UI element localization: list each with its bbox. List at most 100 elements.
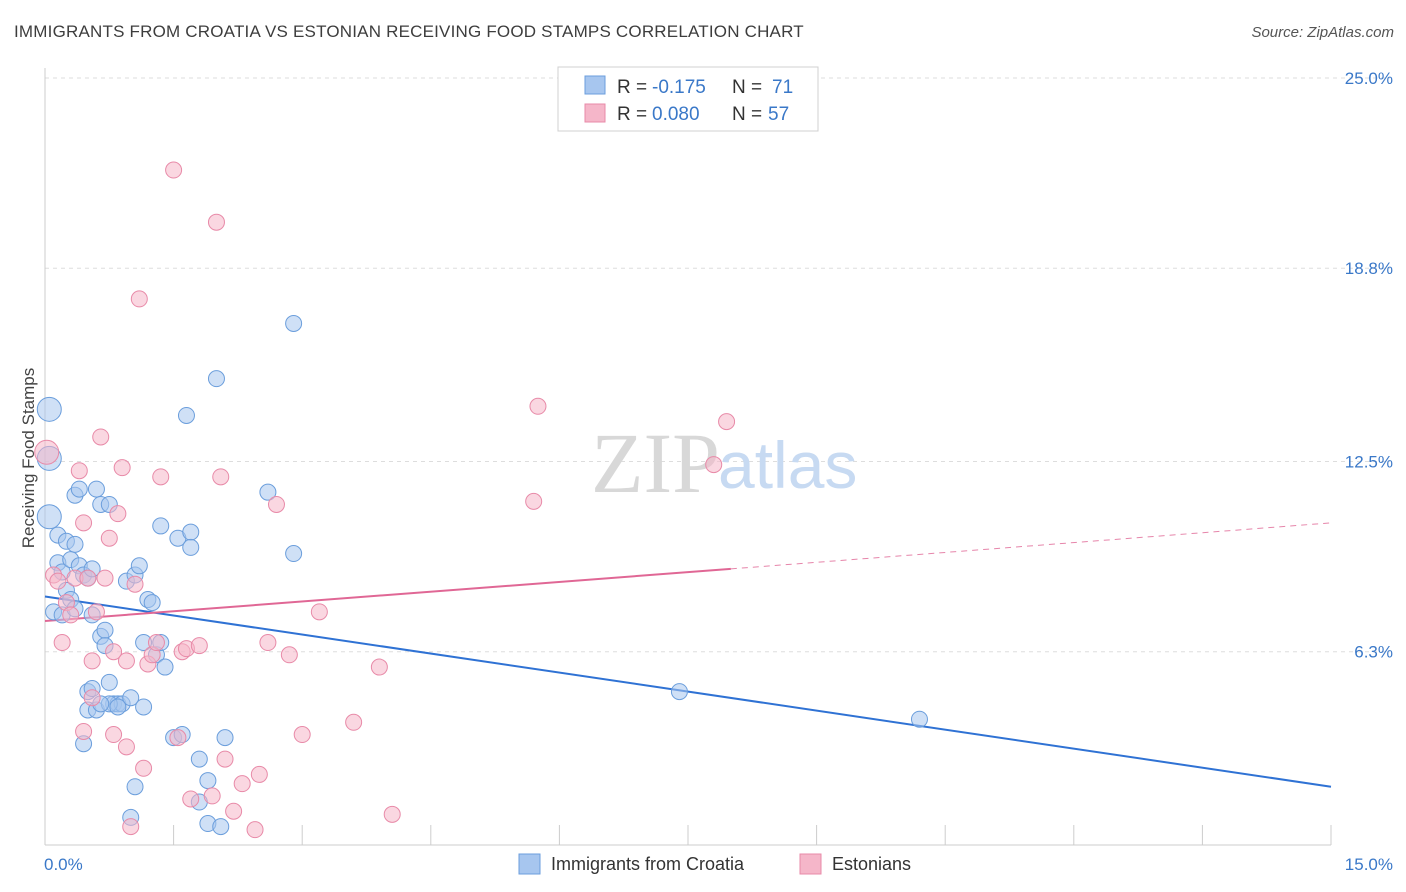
point-croatia <box>216 729 234 747</box>
point-croatia <box>156 658 174 676</box>
point-estonians <box>165 161 183 179</box>
point-estonians <box>246 821 264 839</box>
watermark-atlas: atlas <box>718 428 857 502</box>
point-estonians <box>96 569 114 587</box>
point-croatia <box>182 523 200 541</box>
point-estonians <box>280 646 298 664</box>
y-axis-label: Receiving Food Stamps <box>19 368 38 548</box>
point-croatia <box>135 698 153 716</box>
y-tick-label: 6.3% <box>1354 643 1393 662</box>
point-estonians <box>345 713 363 731</box>
legend-r-label-1: R = <box>617 77 647 98</box>
point-estonians <box>190 637 208 655</box>
point-estonians <box>117 652 135 670</box>
point-croatia <box>109 698 127 716</box>
point-estonians <box>100 529 118 547</box>
tick-labels: 6.3% 12.5% 18.8% 25.0% 0.0% 15.0% <box>44 69 1393 874</box>
legend-r-value-2: 0.080 <box>652 104 700 125</box>
point-estonians <box>83 652 101 670</box>
point-estonians <box>79 569 97 587</box>
point-croatia <box>190 750 208 768</box>
point-estonians <box>233 775 251 793</box>
point-croatia <box>126 778 144 796</box>
legend-n-label-1: N = <box>732 77 762 98</box>
point-croatia <box>36 396 62 422</box>
x-tick-label-max: 15.0% <box>1345 855 1393 874</box>
point-estonians <box>126 575 144 593</box>
source-label: Source: ZipAtlas.com <box>1251 24 1394 41</box>
point-croatia <box>212 818 230 836</box>
legend-r-value-1: -0.175 <box>652 77 706 98</box>
bottom-legend-swatch-pink <box>799 853 822 875</box>
point-croatia <box>199 772 217 790</box>
point-estonians <box>92 428 110 446</box>
point-estonians <box>105 726 123 744</box>
point-estonians <box>718 413 736 431</box>
point-croatia <box>152 517 170 535</box>
point-croatia <box>122 689 140 707</box>
trend-line-estonians-extrapolated <box>730 522 1332 570</box>
point-estonians <box>117 738 135 756</box>
gridlines <box>45 77 1390 653</box>
y-tick-label: 12.5% <box>1345 453 1393 472</box>
point-estonians <box>152 468 170 486</box>
point-estonians <box>370 658 388 676</box>
point-estonians <box>135 759 153 777</box>
point-croatia <box>182 538 200 556</box>
point-croatia <box>207 370 225 388</box>
point-croatia <box>66 535 84 553</box>
point-croatia <box>910 710 928 728</box>
point-croatia <box>87 480 105 498</box>
point-estonians <box>105 643 123 661</box>
point-estonians <box>109 505 127 523</box>
point-estonians <box>310 603 328 621</box>
watermark: ZIP <box>591 415 720 511</box>
point-estonians <box>182 790 200 808</box>
point-estonians <box>62 606 80 624</box>
bottom-legend-swatch-blue <box>518 853 541 875</box>
point-estonians <box>83 689 101 707</box>
x-tick-label-min: 0.0% <box>44 855 83 874</box>
bottom-legend-label-estonians: Estonians <box>832 854 911 874</box>
legend-n-value-2: 57 <box>768 104 789 125</box>
point-estonians <box>49 572 67 590</box>
point-estonians <box>250 765 268 783</box>
y-tick-label: 18.8% <box>1345 259 1393 278</box>
legend-n-label-2: N = <box>732 104 762 125</box>
point-estonians <box>529 397 547 415</box>
point-estonians <box>383 805 401 823</box>
point-croatia <box>285 314 303 332</box>
point-croatia <box>96 621 114 639</box>
point-estonians <box>293 726 311 744</box>
point-estonians <box>169 729 187 747</box>
point-estonians <box>34 439 60 465</box>
point-estonians <box>216 750 234 768</box>
point-croatia <box>70 480 88 498</box>
point-croatia <box>143 594 161 612</box>
point-estonians <box>259 634 277 652</box>
legend-r-label-2: R = <box>617 104 647 125</box>
point-croatia <box>285 545 303 563</box>
trend-lines <box>44 522 1332 788</box>
point-estonians <box>225 802 243 820</box>
chart-title: IMMIGRANTS FROM CROATIA VS ESTONIAN RECE… <box>14 22 804 41</box>
point-estonians <box>70 462 88 480</box>
point-estonians <box>130 290 148 308</box>
point-croatia <box>177 406 195 424</box>
point-estonians <box>87 603 105 621</box>
point-estonians <box>75 514 93 532</box>
point-croatia <box>670 683 688 701</box>
legend-swatch-pink <box>584 103 606 123</box>
point-estonians <box>122 818 140 836</box>
point-estonians <box>525 492 543 510</box>
point-croatia <box>130 557 148 575</box>
legend-swatch-blue <box>584 75 606 95</box>
point-croatia <box>100 673 118 691</box>
point-estonians <box>147 634 165 652</box>
point-estonians <box>53 634 71 652</box>
point-estonians <box>75 722 93 740</box>
point-estonians <box>207 213 225 231</box>
trend-line-croatia <box>44 595 1332 788</box>
legend-n-value-1: 71 <box>772 77 793 98</box>
